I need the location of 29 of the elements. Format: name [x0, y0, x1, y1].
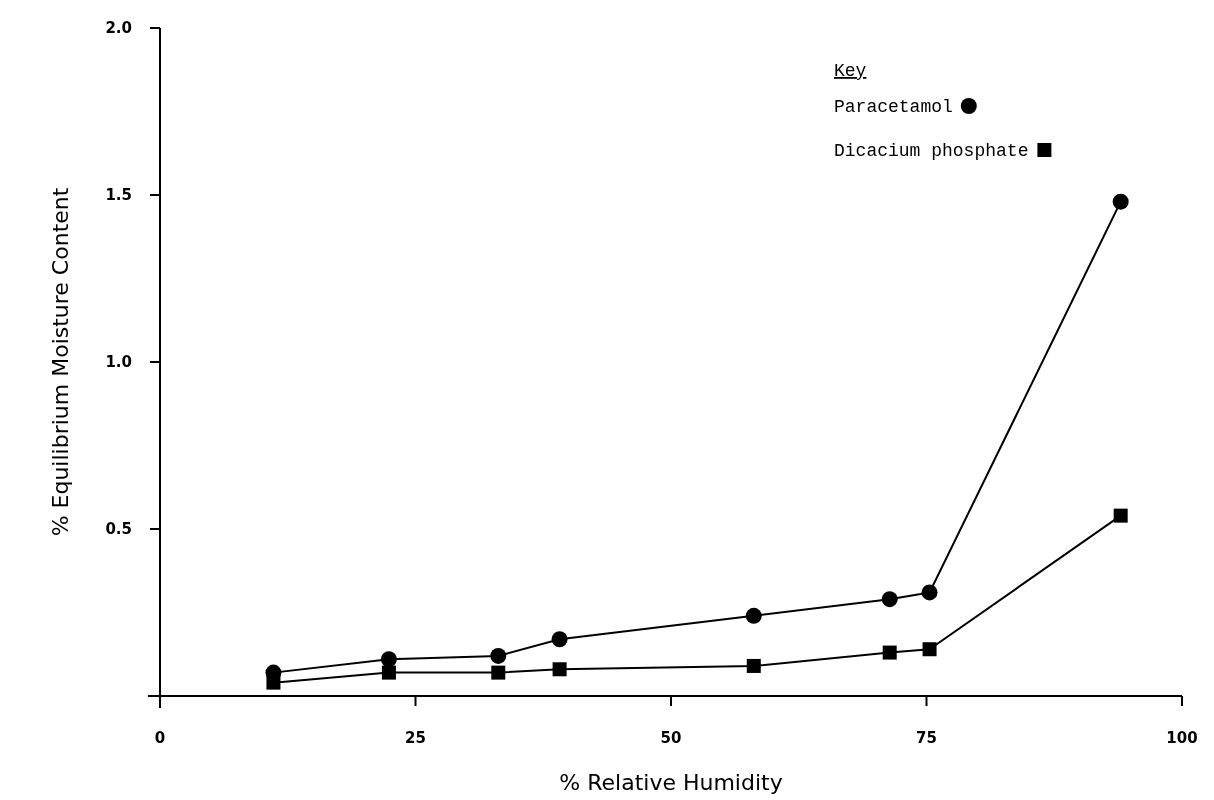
point — [491, 665, 506, 680]
point — [552, 662, 567, 677]
point — [490, 647, 507, 664]
point — [921, 584, 938, 601]
y-tick-label: 1.0 — [105, 353, 132, 372]
x-tick-label: 100 — [1166, 729, 1198, 747]
point — [922, 642, 937, 657]
x-axis-title: % Relative Humidity — [559, 770, 783, 795]
point — [1113, 508, 1128, 523]
x-tick-label: 0 — [154, 729, 166, 747]
point — [551, 631, 568, 648]
point — [381, 665, 396, 680]
x-tick-label: 75 — [916, 729, 937, 747]
point — [1112, 193, 1129, 210]
legend-label: Dicacium phosphate — [834, 141, 1029, 161]
y-tick-label: 0.5 — [105, 520, 132, 539]
y-tick-label: 2.0 — [105, 19, 132, 38]
x-tick-label: 50 — [660, 729, 682, 747]
point — [380, 651, 397, 668]
point — [745, 607, 762, 624]
x-tick-label: 25 — [405, 729, 426, 747]
y-tick-label: 1.5 — [105, 186, 132, 205]
y-axis-title: % Equilibrium Moisture Content — [48, 187, 73, 537]
point — [266, 675, 281, 690]
legend-title: Key — [834, 61, 867, 81]
point — [881, 591, 898, 608]
point — [746, 658, 761, 673]
point — [882, 645, 897, 660]
legend-label: Paracetamol — [834, 97, 953, 117]
